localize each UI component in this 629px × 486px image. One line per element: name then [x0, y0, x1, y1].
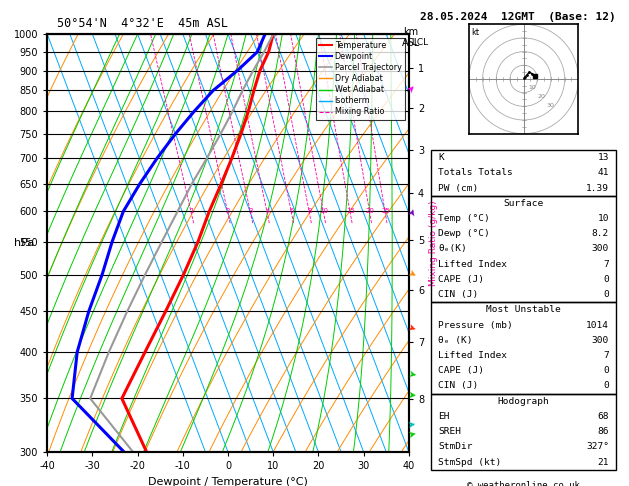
Text: 0: 0 [603, 366, 609, 375]
Text: StmSpd (kt): StmSpd (kt) [438, 457, 501, 467]
Text: 30: 30 [547, 103, 554, 108]
Text: kt: kt [472, 28, 480, 37]
Text: ➤: ➤ [407, 369, 417, 380]
Text: CIN (J): CIN (J) [438, 290, 479, 299]
Text: 300: 300 [592, 244, 609, 254]
Bar [431, 196, 616, 302]
Text: ➤: ➤ [406, 322, 418, 334]
Text: Mixing Ratio (g/kg): Mixing Ratio (g/kg) [429, 200, 438, 286]
Text: 68: 68 [598, 412, 609, 421]
Text: 50°54'N  4°32'E  45m ASL: 50°54'N 4°32'E 45m ASL [57, 17, 228, 30]
Text: 41: 41 [598, 168, 609, 177]
Text: 4: 4 [265, 208, 270, 214]
Text: ➤: ➤ [406, 206, 418, 217]
Legend: Temperature, Dewpoint, Parcel Trajectory, Dry Adiabat, Wet Adiabat, Isotherm, Mi: Temperature, Dewpoint, Parcel Trajectory… [316, 38, 405, 120]
Text: EH: EH [438, 412, 450, 421]
Text: StmDir: StmDir [438, 442, 473, 451]
Text: PW (cm): PW (cm) [438, 184, 479, 192]
Text: km
ASL: km ASL [401, 27, 420, 48]
Text: Totals Totals: Totals Totals [438, 168, 513, 177]
Text: 25: 25 [381, 208, 390, 214]
Text: 327°: 327° [586, 442, 609, 451]
Text: 3: 3 [248, 208, 253, 214]
Text: 8: 8 [308, 208, 312, 214]
Text: 0: 0 [603, 275, 609, 284]
Text: Most Unstable: Most Unstable [486, 305, 561, 314]
X-axis label: Dewpoint / Temperature (°C): Dewpoint / Temperature (°C) [148, 477, 308, 486]
Text: Hodograph: Hodograph [498, 397, 550, 406]
Text: Surface: Surface [504, 199, 543, 208]
Text: 7: 7 [603, 260, 609, 269]
Text: 0: 0 [603, 382, 609, 390]
Text: ➤: ➤ [408, 390, 416, 401]
Text: Dewp (°C): Dewp (°C) [438, 229, 490, 238]
Text: θₑ(K): θₑ(K) [438, 244, 467, 254]
Text: K: K [438, 153, 444, 162]
Text: 15: 15 [346, 208, 355, 214]
Text: 2: 2 [226, 208, 230, 214]
Text: Lifted Index: Lifted Index [438, 351, 507, 360]
Bar [431, 302, 616, 394]
Text: 10: 10 [598, 214, 609, 223]
Text: LCL: LCL [409, 38, 428, 47]
Text: 1.39: 1.39 [586, 184, 609, 192]
Text: 10: 10 [320, 208, 328, 214]
Text: 0: 0 [603, 290, 609, 299]
Text: 1014: 1014 [586, 321, 609, 330]
Bar [431, 150, 616, 196]
Text: 6: 6 [289, 208, 294, 214]
Text: 10: 10 [528, 86, 537, 90]
Text: Lifted Index: Lifted Index [438, 260, 507, 269]
Text: 7: 7 [603, 351, 609, 360]
Text: Temp (°C): Temp (°C) [438, 214, 490, 223]
Text: 21: 21 [598, 457, 609, 467]
Text: Pressure (mb): Pressure (mb) [438, 321, 513, 330]
Text: CAPE (J): CAPE (J) [438, 275, 484, 284]
Text: © weatheronline.co.uk: © weatheronline.co.uk [467, 481, 580, 486]
Text: θₑ (K): θₑ (K) [438, 336, 473, 345]
Text: 28.05.2024  12GMT  (Base: 12): 28.05.2024 12GMT (Base: 12) [420, 12, 616, 22]
Text: CIN (J): CIN (J) [438, 382, 479, 390]
Text: ➤: ➤ [408, 419, 416, 430]
Text: 300: 300 [592, 336, 609, 345]
Text: 20: 20 [537, 94, 545, 99]
Text: 13: 13 [598, 153, 609, 162]
Text: 20: 20 [365, 208, 374, 214]
Text: CAPE (J): CAPE (J) [438, 366, 484, 375]
Bar [431, 394, 616, 469]
Text: ➤: ➤ [407, 429, 417, 440]
Text: 86: 86 [598, 427, 609, 436]
Text: 1: 1 [189, 208, 194, 214]
Text: ➤: ➤ [406, 268, 418, 281]
Text: SREH: SREH [438, 427, 461, 436]
Text: 8.2: 8.2 [592, 229, 609, 238]
Text: hPa: hPa [14, 238, 34, 248]
Text: ➤: ➤ [406, 81, 418, 94]
